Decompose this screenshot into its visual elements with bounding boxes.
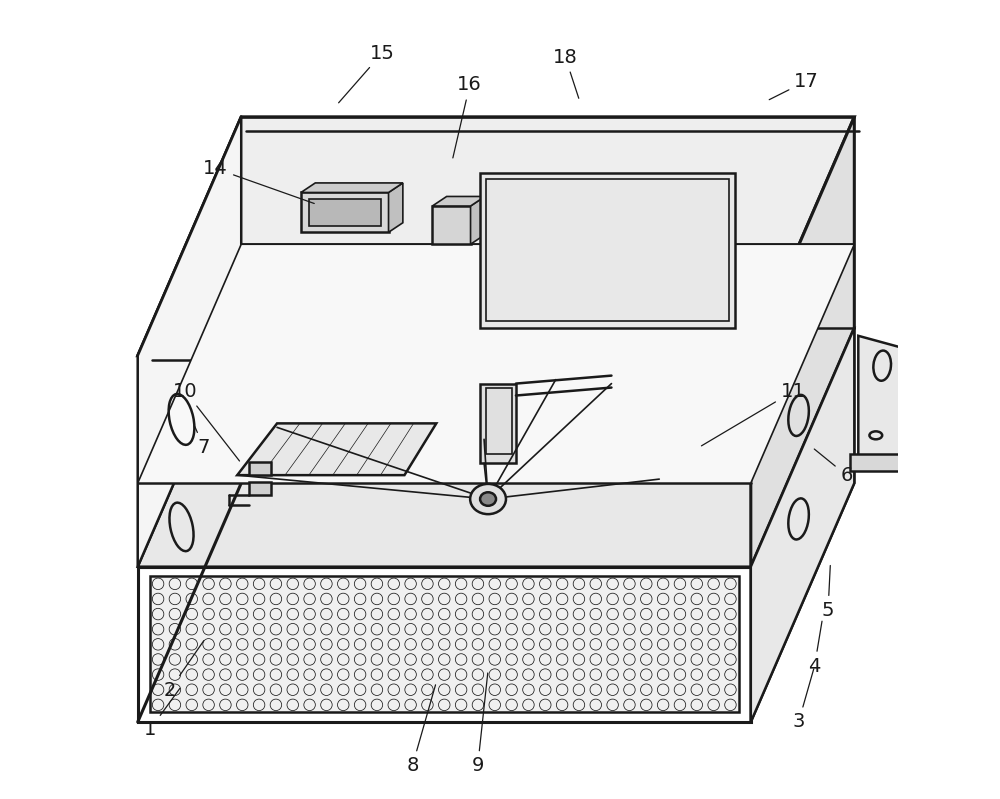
Polygon shape [301, 193, 389, 233]
Polygon shape [138, 117, 854, 356]
Text: 2: 2 [163, 641, 204, 700]
Text: 14: 14 [203, 159, 314, 204]
Text: 18: 18 [553, 48, 579, 98]
Polygon shape [138, 328, 854, 566]
Ellipse shape [480, 492, 496, 506]
Bar [486, 179, 729, 321]
Bar [309, 199, 381, 226]
Text: 6: 6 [814, 449, 853, 485]
Text: 5: 5 [822, 566, 834, 620]
Polygon shape [389, 183, 403, 233]
Text: 8: 8 [406, 685, 436, 775]
Polygon shape [480, 384, 516, 463]
Polygon shape [432, 206, 471, 244]
Text: 1: 1 [143, 689, 180, 739]
Polygon shape [751, 328, 854, 722]
Bar [150, 576, 739, 713]
Polygon shape [751, 328, 854, 722]
Text: 4: 4 [808, 621, 822, 676]
Polygon shape [432, 197, 485, 206]
Polygon shape [858, 336, 902, 471]
Bar [480, 173, 735, 328]
Text: 10: 10 [173, 382, 240, 461]
Bar [138, 566, 751, 722]
Bar [249, 463, 271, 475]
Polygon shape [237, 423, 436, 475]
Ellipse shape [470, 484, 506, 514]
Text: 15: 15 [339, 44, 395, 103]
Polygon shape [301, 183, 403, 193]
Text: 3: 3 [792, 669, 814, 731]
Text: 7: 7 [195, 426, 210, 457]
Text: 11: 11 [701, 382, 805, 446]
Text: 17: 17 [769, 72, 819, 100]
Polygon shape [138, 117, 241, 566]
Polygon shape [138, 244, 854, 483]
Text: 16: 16 [453, 75, 482, 158]
Bar [850, 454, 902, 471]
Text: 9: 9 [472, 673, 488, 775]
Bar [249, 483, 271, 495]
Bar [138, 356, 751, 566]
Polygon shape [751, 117, 854, 566]
Polygon shape [471, 197, 485, 244]
